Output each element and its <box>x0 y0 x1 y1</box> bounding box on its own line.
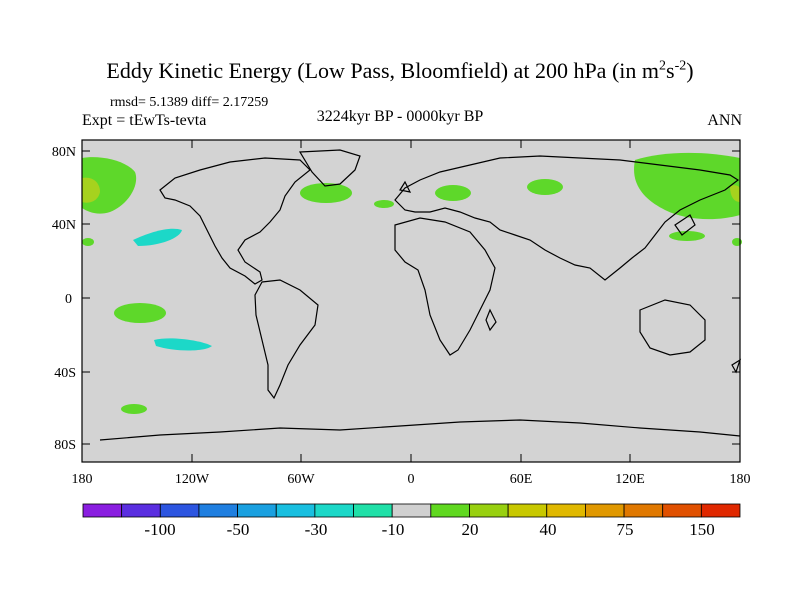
anomaly-southern-ocean <box>121 404 147 414</box>
coast-new-zealand <box>731 358 742 374</box>
anomaly-west-pacific-sub <box>669 231 705 241</box>
coast-japan <box>674 214 696 236</box>
colorbar-box <box>275 503 316 518</box>
lat-label: 40S <box>54 366 76 381</box>
anomaly-north-pacific-west-core <box>730 185 740 202</box>
coast-africa <box>394 217 496 356</box>
axis-ticks <box>81 140 741 462</box>
colorbar-box <box>237 503 277 518</box>
colorbar-label: -10 <box>382 520 405 539</box>
colorbar-label: -30 <box>305 520 328 539</box>
colorbar-box <box>159 503 200 518</box>
anomaly-north-pacific-east-core <box>82 177 100 203</box>
map-background <box>82 140 740 462</box>
lon-label: 60W <box>287 472 315 487</box>
colorbar-label: 40 <box>540 520 557 539</box>
lon-label: 60E <box>510 472 533 487</box>
lon-label: 180 <box>730 472 751 487</box>
coast-north-america <box>159 157 311 285</box>
anomaly-north-pacific-west <box>634 152 740 220</box>
anomaly-south-pacific <box>114 303 166 323</box>
colorbar-box <box>353 503 393 518</box>
lat-label: 80N <box>52 145 76 160</box>
lat-label: 80S <box>54 438 76 453</box>
colorbar-label: 150 <box>689 520 715 539</box>
colorbar-label: 20 <box>462 520 479 539</box>
period-label: 3224kyr BP - 0000kyr BP <box>316 108 484 125</box>
colorbar-box <box>82 503 123 518</box>
colorbar-box <box>314 503 354 518</box>
experiment-label: Expt = tEwTs-tevta <box>82 112 207 129</box>
anomaly-east-pacific-negative <box>133 228 182 246</box>
lon-label: 0 <box>408 472 415 487</box>
anomaly-europe-small <box>374 200 394 208</box>
colorbar-label: 75 <box>617 520 634 539</box>
coastlines <box>99 149 742 441</box>
colorbar-label: -100 <box>144 520 175 539</box>
colorbar-box <box>662 503 702 518</box>
lon-label: 120W <box>175 472 210 487</box>
colorbar-label: -50 <box>227 520 250 539</box>
coast-greenland <box>298 149 361 187</box>
lat-label: 0 <box>65 292 72 307</box>
anomaly-shading <box>82 152 742 414</box>
season-label: ANN <box>707 112 742 129</box>
colorbar-box <box>623 503 664 518</box>
anomaly-south-pacific-negative <box>154 338 212 351</box>
coast-australia <box>639 299 706 356</box>
coast-madagascar <box>485 308 497 332</box>
lon-label: 180 <box>72 472 93 487</box>
colorbar-box <box>430 503 470 518</box>
anomaly-europe <box>435 185 471 201</box>
colorbar-box <box>198 503 238 518</box>
anomaly-central-asia <box>527 179 563 195</box>
anomaly-north-atlantic <box>300 183 352 203</box>
chart-title: Eddy Kinetic Energy (Low Pass, Bloomfiel… <box>106 58 694 83</box>
colorbar-box <box>121 503 161 518</box>
colorbar-box <box>546 503 586 518</box>
anomaly-date-line-west <box>82 238 94 246</box>
colorbar-box <box>700 503 741 518</box>
colorbar-box <box>507 503 548 518</box>
colorbar-box <box>585 503 625 518</box>
colorbar-box <box>469 503 509 518</box>
coast-antarctica <box>99 419 741 441</box>
coast-south-america <box>254 279 319 400</box>
lon-label: 120E <box>615 472 645 487</box>
lat-label: 40N <box>52 218 76 233</box>
stats-text: rmsd= 5.1389 diff= 2.17259 <box>110 95 269 110</box>
colorbar <box>82 503 741 518</box>
colorbar-box <box>391 503 432 518</box>
coast-europe-asia <box>394 155 740 281</box>
coast-uk <box>399 180 412 193</box>
